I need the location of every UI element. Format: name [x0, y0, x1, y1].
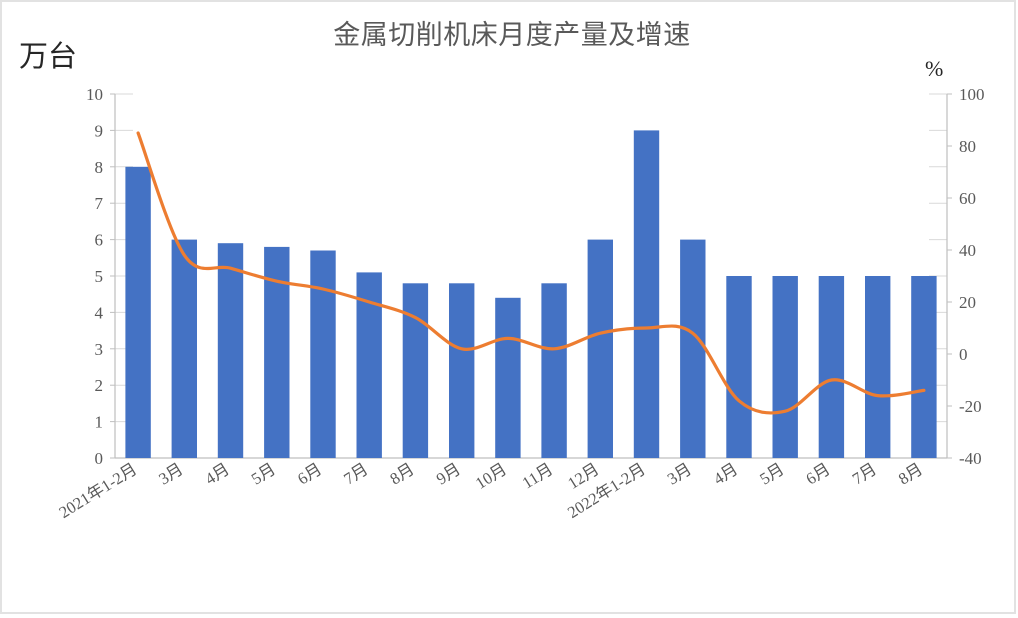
svg-text:%: % [925, 56, 943, 81]
svg-text:0: 0 [959, 345, 968, 364]
svg-text:5月: 5月 [756, 459, 787, 488]
svg-text:9月: 9月 [433, 459, 464, 488]
svg-text:40: 40 [959, 241, 976, 260]
svg-text:60: 60 [959, 189, 976, 208]
svg-text:3月: 3月 [664, 459, 695, 488]
svg-text:0: 0 [95, 449, 104, 468]
svg-text:6: 6 [95, 231, 104, 250]
svg-text:100: 100 [959, 85, 985, 104]
svg-text:金属切削机床月度产量及增速: 金属切削机床月度产量及增速 [333, 20, 691, 50]
svg-text:6月: 6月 [802, 459, 833, 488]
svg-text:8月: 8月 [895, 459, 926, 488]
svg-text:7: 7 [95, 194, 104, 213]
svg-text:5: 5 [95, 267, 104, 286]
svg-text:1: 1 [95, 413, 104, 432]
svg-text:9: 9 [95, 121, 104, 140]
svg-text:8: 8 [95, 158, 104, 177]
svg-text:4月: 4月 [202, 459, 233, 488]
svg-text:4: 4 [95, 303, 104, 322]
svg-text:4月: 4月 [710, 459, 741, 488]
svg-text:20: 20 [959, 293, 976, 312]
svg-text:2: 2 [95, 376, 104, 395]
svg-text:7月: 7月 [340, 459, 371, 488]
svg-text:10: 10 [86, 85, 103, 104]
svg-text:11月: 11月 [519, 459, 557, 492]
svg-text:-20: -20 [959, 397, 982, 416]
svg-text:5月: 5月 [248, 459, 279, 488]
svg-text:万台: 万台 [19, 40, 77, 73]
svg-text:-40: -40 [959, 449, 982, 468]
svg-text:8月: 8月 [386, 459, 417, 488]
svg-text:3: 3 [95, 340, 104, 359]
svg-text:10月: 10月 [472, 459, 510, 493]
svg-text:6月: 6月 [294, 459, 325, 488]
svg-text:3月: 3月 [155, 459, 186, 488]
svg-text:80: 80 [959, 137, 976, 156]
svg-text:2021年1-2月: 2021年1-2月 [56, 459, 141, 522]
svg-text:7月: 7月 [849, 459, 880, 488]
